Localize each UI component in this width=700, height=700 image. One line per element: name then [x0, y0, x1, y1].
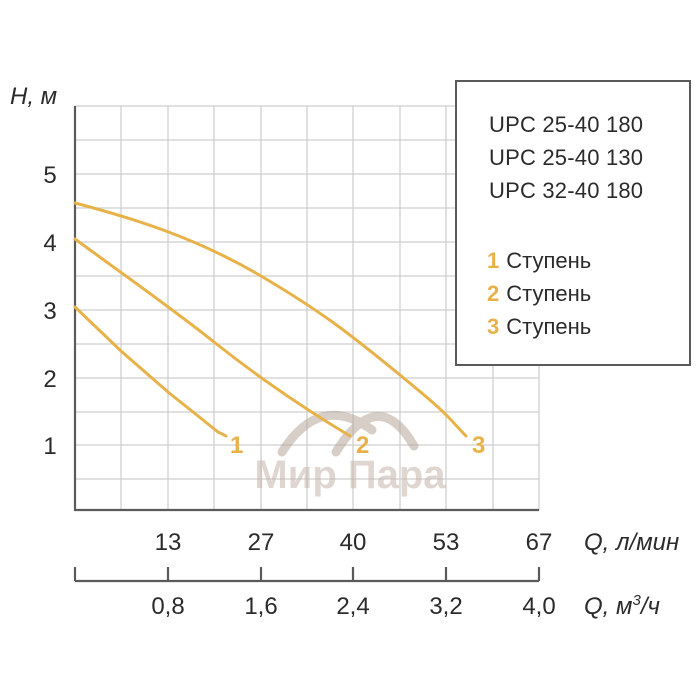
y-tick: 1 — [43, 433, 56, 460]
x-tick: 27 — [248, 529, 275, 556]
y-tick: 2 — [43, 366, 56, 393]
curve-label-3: 3 — [472, 432, 485, 459]
x-tick: 67 — [526, 529, 553, 556]
x2-tick: 4,0 — [522, 593, 555, 620]
y-tick: 3 — [43, 298, 56, 325]
x2-axis-label: Q, м3/ч — [584, 592, 660, 620]
x2-tick: 1,6 — [244, 593, 277, 620]
x-tick: 53 — [433, 529, 460, 556]
legend-stage-3: 3 Ступень — [487, 314, 592, 339]
curves — [73, 201, 468, 438]
legend-model: UPC 25-40 130 — [489, 145, 644, 170]
y-tick: 5 — [43, 162, 56, 189]
curve-stage-2 — [73, 237, 352, 438]
legend-stage-1: 1 Ступень — [487, 248, 592, 273]
x2-tick: 2,4 — [336, 593, 369, 620]
curve-label-2: 2 — [356, 432, 369, 459]
legend-stage-2: 2 Ступень — [487, 281, 592, 306]
y-axis-label: H, м — [10, 83, 57, 110]
x2-tick: 3,2 — [429, 593, 462, 620]
x-axis-label: Q, л/мин — [584, 529, 679, 556]
watermark-logo: Мир Пара — [254, 410, 446, 497]
curve-stage-3 — [73, 201, 468, 438]
curve-stage-1 — [73, 305, 228, 438]
legend-model: UPC 32-40 180 — [489, 178, 644, 203]
x-tick: 13 — [155, 529, 182, 556]
x2-tick: 0,8 — [151, 593, 184, 620]
curve-label-1: 1 — [230, 432, 243, 459]
legend-box: UPC 25-40 180 UPC 25-40 130 UPC 32-40 18… — [455, 80, 691, 366]
legend-model: UPC 25-40 180 — [489, 112, 644, 137]
y-tick: 4 — [43, 230, 56, 257]
x-tick: 40 — [340, 529, 367, 556]
watermark-text: Мир Пара — [254, 453, 446, 497]
secondary-axis — [73, 567, 541, 583]
